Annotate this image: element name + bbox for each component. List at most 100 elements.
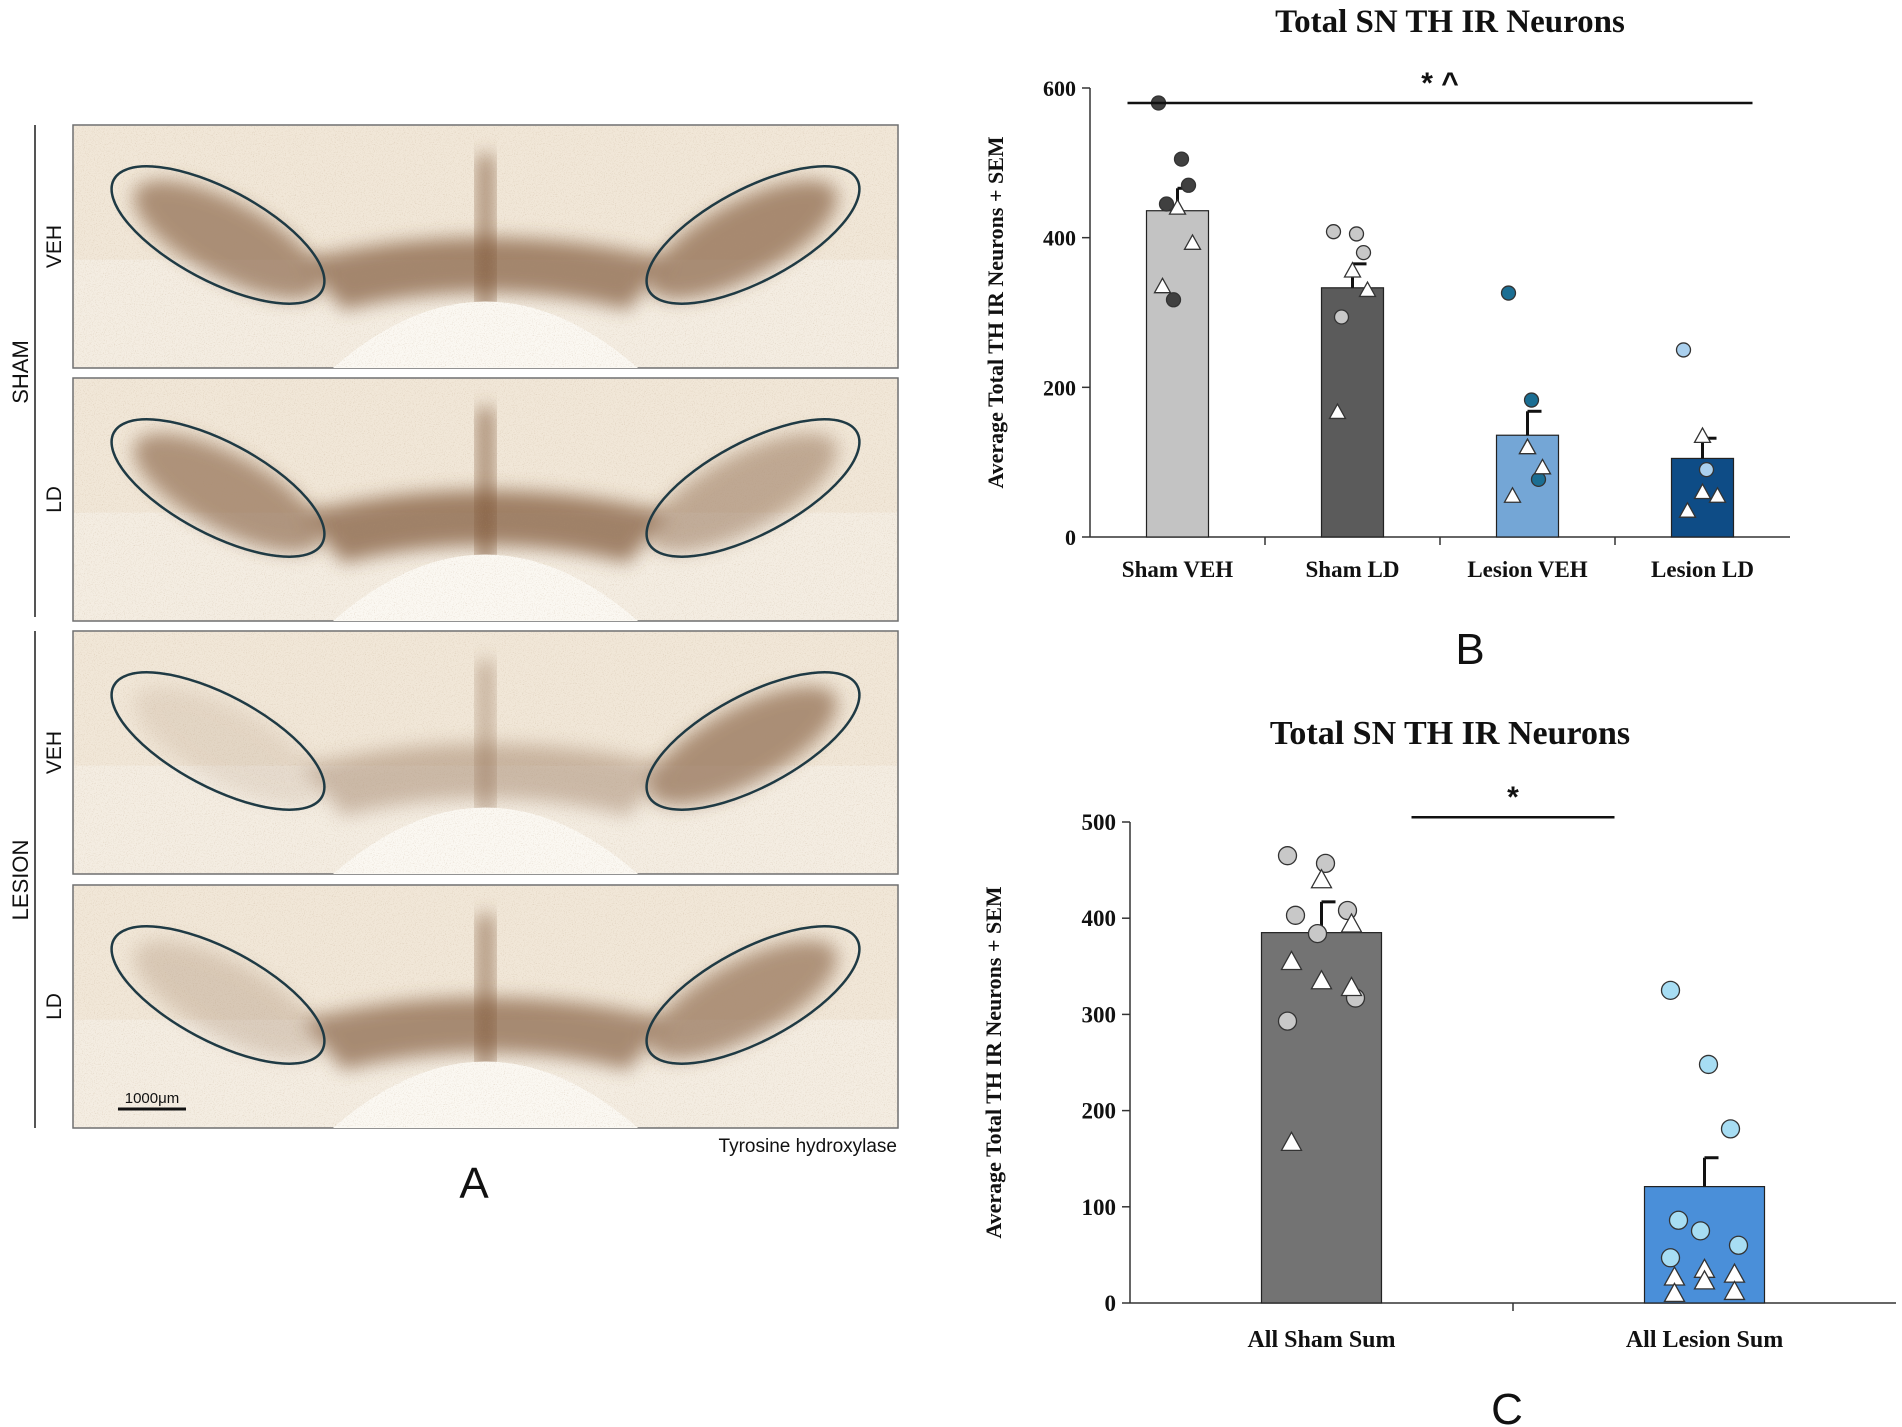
row-label: LD [43,486,66,513]
data-point-circle [1698,1054,1719,1075]
data-point-triangle [1168,198,1187,215]
data-point-circle [1660,1248,1681,1268]
row-label: LD [43,993,66,1020]
data-point-triangle [1708,486,1727,503]
data-point-circle [1277,846,1298,866]
data-point-triangle [1678,501,1697,518]
y-tick-label: 0 [1105,1291,1117,1316]
tissue-section-2 [72,377,899,622]
chart-b: Total SN TH IR Neurons Average Total TH I… [983,4,1790,582]
y-tick-label: 500 [1082,810,1117,835]
data-point-circle [1728,1235,1749,1255]
chart-title: Total SN TH IR Neurons [1275,4,1625,40]
data-point-circle [1307,923,1328,944]
data-point-triangle [1518,437,1537,455]
chart-title: Total SN TH IR Neurons [1270,715,1630,752]
data-point-triangle [1533,458,1552,475]
data-point-circle [1315,853,1336,874]
data-point-triangle [1340,976,1363,997]
section-texture [74,632,897,873]
y-tick-label: 400 [1082,906,1117,931]
section-texture [74,126,897,367]
data-point-triangle [1503,486,1522,503]
data-point-triangle [1358,280,1377,298]
left-sn-outline [110,165,326,305]
data-point-triangle [1693,426,1712,444]
data-point-circle [1333,309,1350,325]
tissue-sections: VEH LD VEH LD [43,124,899,1129]
data-point-circle [1158,196,1175,212]
y-tick-label: 600 [1043,76,1076,101]
row-label: VEH [43,225,66,268]
category-label: Sham VEH [1122,557,1234,582]
category-label: Lesion LD [1651,557,1754,582]
data-point-triangle [1723,1280,1746,1301]
y-tick-label: 400 [1043,226,1076,251]
significance-marker: * ^ [1421,67,1459,100]
panel-letter-b: B [1455,625,1484,674]
tissue-section-1 [72,124,899,369]
data-point-circle [1523,392,1540,408]
data-point-circle [1500,285,1517,301]
right-sn-outline [645,418,861,558]
category-label: All Sham Sum [1247,1327,1395,1353]
y-tick-label: 200 [1082,1099,1117,1124]
data-point-circle [1180,177,1197,193]
group-label-sham: SHAM [8,340,33,404]
bar-1 [1145,210,1210,538]
right-sn-outline [645,925,861,1065]
data-point-circle [1698,461,1715,478]
category-label: Lesion VEH [1467,557,1587,582]
left-sn-outline [110,418,326,558]
micrograph-panel: SHAM LESION VEH LD VEH LD 1000μm Tyrosine h… [8,124,899,1208]
y-axis-label: Average Total TH IR Neurons + SEM [983,136,1008,489]
row-label: VEH [43,731,66,774]
group-label-lesion: LESION [8,840,33,921]
panel-letter-a: A [459,1159,489,1208]
data-point-circle [1530,471,1547,488]
data-point-circle [1660,980,1681,1000]
data-point-triangle [1280,1131,1303,1151]
y-axis-label: Average Total TH IR Neurons + SEM [981,886,1006,1239]
data-point-triangle [1343,261,1362,278]
tissue-section-4 [72,884,899,1129]
y-tick-label: 0 [1065,525,1076,550]
stain-label: Tyrosine hydroxylase [719,1136,897,1157]
data-point-circle [1668,1210,1689,1230]
panel-letter-c: C [1491,1385,1523,1427]
left-sn-outline [110,671,326,811]
y-tick-label: 200 [1043,375,1076,400]
data-point-circle [1675,342,1692,358]
bar-2 [1320,287,1385,538]
data-point-triangle [1693,482,1712,500]
data-point-circle [1165,292,1182,308]
right-sn-outline [645,165,861,305]
data-point-triangle [1340,912,1363,933]
data-point-circle [1690,1221,1711,1241]
data-point-circle [1720,1119,1741,1139]
y-tick-label: 300 [1082,1002,1117,1027]
section-texture [74,379,897,620]
significance-marker: * [1507,781,1519,814]
data-point-circle [1355,244,1372,261]
left-sn-outline [110,925,326,1065]
data-point-triangle [1183,233,1202,250]
data-point-triangle [1663,1282,1686,1303]
data-point-circle [1173,151,1190,167]
scale-bar-label: 1000μm [125,1090,180,1107]
data-point-triangle [1280,950,1303,971]
data-point-circle [1285,905,1306,925]
data-point-triangle [1153,276,1172,294]
chart-c: Total SN TH IR Neurons Average Total TH I… [981,715,1896,1353]
data-point-circle [1325,224,1342,240]
data-point-circle [1348,226,1365,242]
data-point-triangle [1310,969,1333,990]
category-label: All Lesion Sum [1626,1327,1783,1353]
data-point-triangle [1693,1269,1716,1290]
category-label: Sham LD [1306,557,1400,582]
tissue-section-3 [72,630,899,875]
y-tick-label: 100 [1082,1195,1117,1220]
data-point-triangle [1328,402,1347,420]
